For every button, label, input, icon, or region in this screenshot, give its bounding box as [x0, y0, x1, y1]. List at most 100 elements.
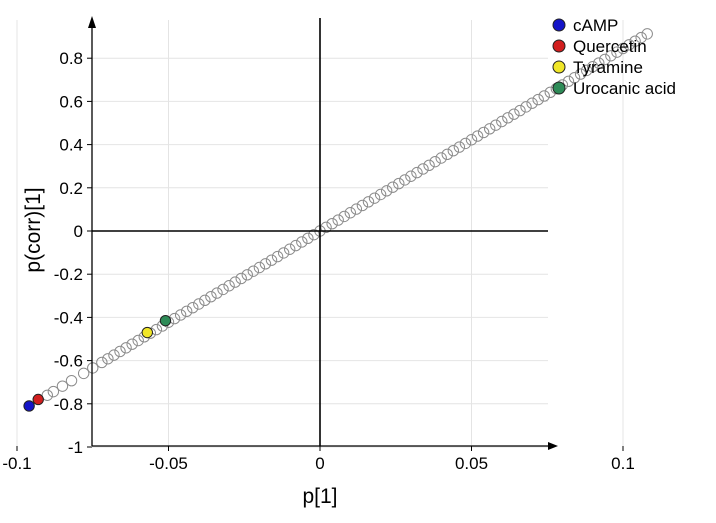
data-point	[441, 148, 453, 161]
data-point	[271, 250, 284, 263]
data-point	[599, 53, 611, 66]
data-point	[41, 389, 53, 401]
data-point	[277, 247, 290, 259]
x-axis-arrow	[548, 442, 558, 450]
y-tick-label: -0.6	[54, 352, 83, 371]
data-point	[623, 39, 635, 51]
data-point	[490, 119, 502, 131]
data-point	[514, 104, 526, 117]
data-point	[102, 353, 114, 365]
data-point	[320, 221, 332, 234]
legend-marker	[552, 18, 566, 32]
data-point	[350, 203, 363, 215]
data-point	[629, 35, 641, 47]
x-tick-label: -0.05	[149, 454, 188, 473]
legend-marker	[552, 39, 566, 53]
legend-label: cAMP	[573, 16, 618, 35]
data-point	[417, 163, 429, 175]
legend: cAMP Quercetin Tyramine Urocanic acid	[552, 16, 676, 98]
x-tick-label: 0.1	[611, 454, 635, 473]
data-point	[96, 356, 108, 369]
legend-label: Quercetin	[573, 37, 647, 56]
highlight-point-camp	[23, 400, 35, 412]
data-point	[562, 75, 575, 88]
data-point	[447, 144, 460, 157]
data-point	[193, 298, 205, 310]
data-point	[205, 291, 217, 303]
x-axis-title: p[1]	[302, 485, 337, 508]
data-point	[120, 342, 132, 354]
data-point	[65, 374, 78, 387]
data-point	[332, 214, 344, 226]
data-point	[241, 269, 253, 281]
data-point	[132, 334, 144, 347]
data-point	[580, 64, 593, 77]
data-point	[247, 265, 260, 277]
data-point	[253, 261, 266, 274]
y-tick-label: 0.8	[59, 49, 83, 68]
data-point	[587, 61, 599, 73]
y-tick-label: 0.2	[59, 179, 83, 198]
data-point	[453, 141, 466, 153]
data-point	[302, 232, 314, 245]
data-point	[465, 134, 478, 146]
data-point	[508, 108, 520, 120]
data-point	[605, 50, 617, 62]
x-tick-label: 0.05	[455, 454, 488, 473]
highlight-point-tyramine	[141, 326, 153, 339]
data-point	[77, 367, 90, 380]
data-point	[532, 93, 544, 106]
x-tick-label: 0	[315, 454, 324, 473]
data-point	[568, 71, 581, 84]
data-point	[344, 207, 356, 219]
legend-marker	[552, 60, 566, 74]
y-axis-title: p(corr)[1]	[22, 187, 45, 272]
legend-label: Urocanic acid	[573, 79, 676, 98]
grid-lines	[16, 20, 624, 448]
data-point	[87, 362, 99, 374]
y-tick-label: 0	[74, 222, 83, 241]
legend-marker	[552, 81, 566, 95]
data-point	[641, 28, 653, 40]
data-point	[368, 192, 381, 204]
legend-label: Tyramine	[573, 58, 643, 77]
y-tick-labels: -1 -0.8 -0.6 -0.4 -0.2 0 0.2 0.4 0.6 0.8	[54, 49, 83, 457]
data-point	[187, 301, 199, 314]
y-tick-label: -0.4	[54, 308, 83, 327]
data-point	[126, 338, 138, 350]
background-points	[41, 28, 653, 401]
data-point	[235, 272, 247, 285]
data-point	[180, 305, 193, 318]
y-tick-label: 0.6	[59, 92, 83, 111]
data-point	[502, 112, 514, 124]
y-tick-label: -1	[68, 438, 83, 457]
data-point	[477, 126, 490, 139]
data-point	[223, 280, 235, 292]
data-point	[574, 68, 587, 80]
data-point	[471, 130, 484, 142]
highlighted-points	[23, 314, 172, 412]
data-point	[429, 155, 441, 168]
y-tick-label: -0.8	[54, 395, 83, 414]
data-point	[296, 236, 308, 248]
data-point	[199, 294, 211, 307]
data-point	[229, 276, 241, 288]
data-point	[411, 166, 423, 179]
y-tick-label: 0.4	[59, 136, 83, 155]
axes	[16, 16, 624, 451]
data-point	[174, 309, 187, 321]
data-point	[362, 196, 375, 208]
data-point	[265, 254, 278, 266]
data-point	[356, 199, 369, 212]
data-point	[526, 97, 538, 109]
data-point	[217, 283, 229, 296]
highlight-point-urocanic-acid	[159, 314, 172, 327]
data-point	[259, 258, 272, 270]
data-point	[399, 174, 411, 186]
data-point	[405, 170, 417, 182]
data-point	[423, 159, 435, 171]
data-point	[114, 345, 126, 358]
data-point	[435, 152, 447, 164]
